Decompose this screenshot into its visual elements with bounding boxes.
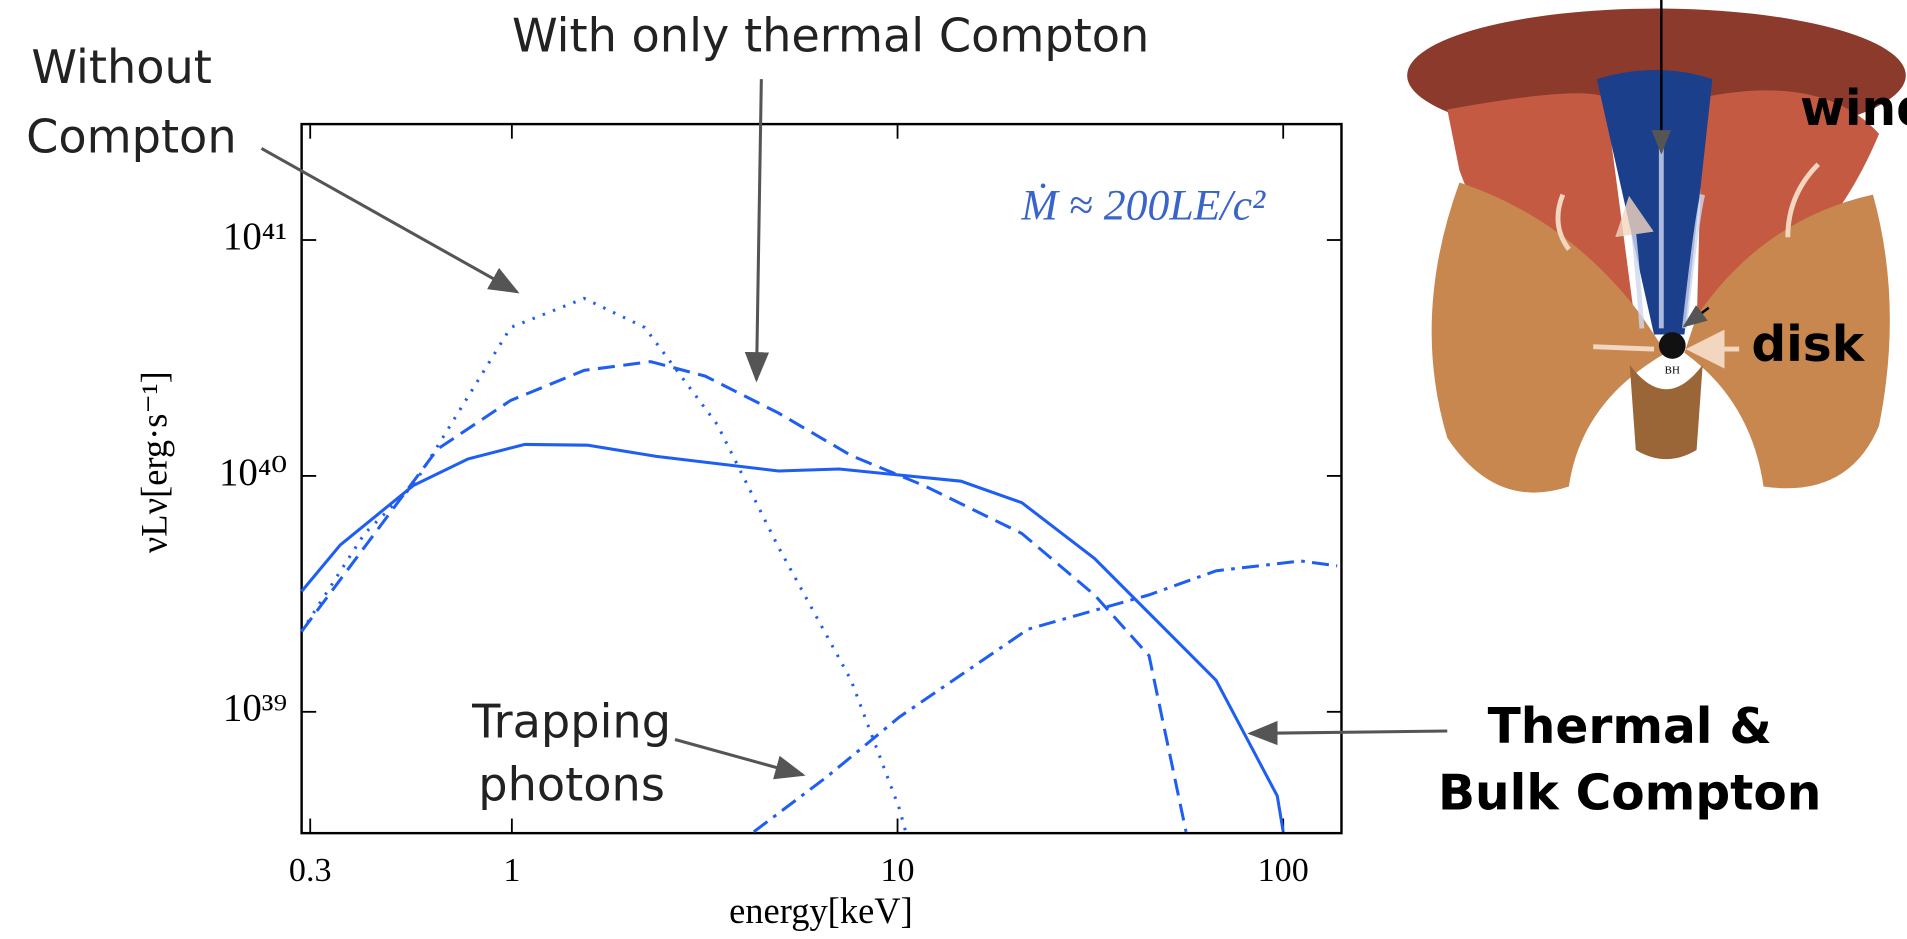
x-tick-label: 10 <box>881 852 915 889</box>
callout-arrow <box>744 79 770 383</box>
annotation: Ṁ ≈ 200LE/c² <box>1020 181 1266 229</box>
y-tick-label: 10⁴⁰ <box>219 451 287 494</box>
callout: Thermal & <box>1488 699 1772 755</box>
callout: photons <box>478 758 665 812</box>
disk-center <box>1629 364 1703 460</box>
black-hole <box>1658 332 1686 359</box>
series-line <box>300 360 1188 833</box>
callout-arrow <box>260 147 520 294</box>
disk-right <box>1684 194 1890 489</box>
x-tick-label: 1 <box>503 852 520 889</box>
disk-left <box>1431 182 1667 493</box>
disk-label: disk <box>1751 317 1865 373</box>
series-line <box>300 442 1285 833</box>
callout-arrow <box>674 738 806 780</box>
callout-arrow <box>1247 720 1448 746</box>
callout: Trapping <box>471 694 671 748</box>
plot-frame <box>300 122 1343 835</box>
x-tick-label: 0.3 <box>289 852 332 889</box>
pointer <box>1682 305 1710 328</box>
callout: With only thermal Compton <box>512 8 1149 62</box>
x-axis-label: energy[keV] <box>729 890 913 931</box>
x-tick-label: 100 <box>1258 852 1309 889</box>
callout: Compton <box>26 109 237 163</box>
y-axis-label: νLν[erg·s⁻¹] <box>133 371 174 553</box>
callout: Without <box>31 40 212 94</box>
callout: Bulk Compton <box>1438 766 1821 822</box>
bh-label: BH <box>1665 365 1680 377</box>
y-tick-label: 10⁴¹ <box>223 215 287 258</box>
flow-arrow <box>1555 162 1820 349</box>
y-tick-label: 10³⁹ <box>223 687 287 730</box>
series-line <box>752 559 1338 834</box>
series-line <box>300 296 908 833</box>
